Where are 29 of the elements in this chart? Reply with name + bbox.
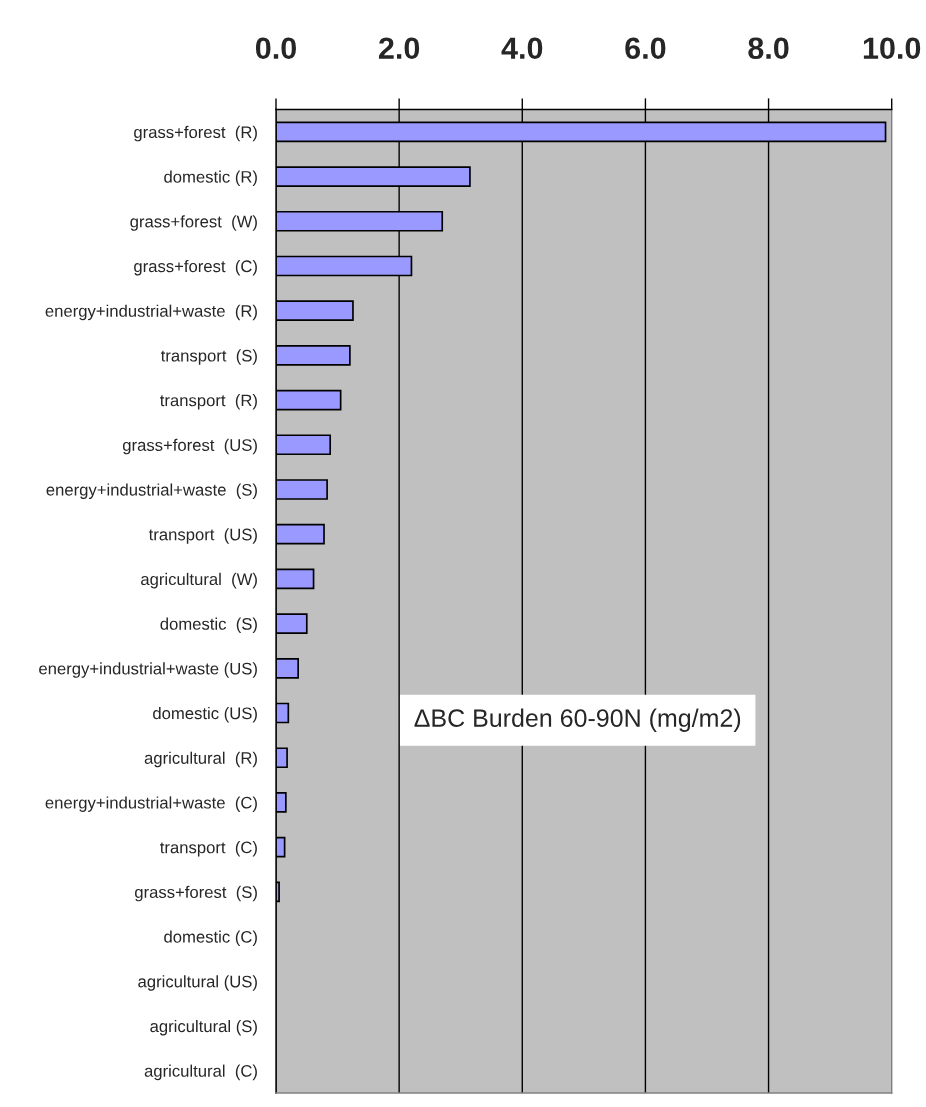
y-tick-label: transport (R) bbox=[160, 394, 257, 410]
y-tick-label: agricultural (W) bbox=[141, 572, 257, 589]
y-tick-label: transport (S) bbox=[160, 349, 257, 365]
y-tick-label: domestic (S) bbox=[160, 617, 257, 634]
y-tick-label: domestic (C) bbox=[164, 930, 257, 947]
y-tick-label: transport (C) bbox=[160, 841, 257, 857]
annotation: ΔBC Burden 60-90N (mg/m2) bbox=[414, 708, 741, 732]
y-tick-label: grass+forest (W) bbox=[130, 215, 257, 231]
y-tick-label: transport (US) bbox=[148, 528, 257, 544]
y-tick-label: domestic (US) bbox=[153, 706, 257, 723]
y-tick-label: agricultural (R) bbox=[144, 751, 257, 768]
x-tick-label: 4.0 bbox=[501, 37, 543, 60]
y-tick-label: energy+industrial+waste (C) bbox=[45, 796, 257, 812]
y-tick-label: domestic (R) bbox=[164, 170, 257, 187]
x-tick-label: 8.0 bbox=[748, 37, 789, 60]
x-tick-label: 6.0 bbox=[625, 37, 666, 60]
y-tick-label: grass+forest (R) bbox=[134, 125, 257, 142]
x-tick-label: 0.0 bbox=[255, 37, 296, 60]
y-tick-label: grass+forest (S) bbox=[135, 885, 257, 902]
x-tick-label: 10.0 bbox=[863, 37, 921, 60]
x-tick-label: 2.0 bbox=[378, 37, 420, 60]
y-tick-label: energy+industrial+waste (S) bbox=[46, 483, 257, 499]
y-tick-label: grass+forest (C) bbox=[134, 259, 257, 276]
y-tick-label: energy+industrial+waste (R) bbox=[45, 304, 257, 321]
y-tick-label: agricultural (US) bbox=[138, 975, 257, 991]
y-tick-label: agricultural (S) bbox=[150, 1019, 257, 1036]
y-tick-label: grass+forest (US) bbox=[122, 438, 257, 455]
y-tick-label: energy+industrial+waste (US) bbox=[39, 662, 257, 678]
y-tick-label: agricultural (C) bbox=[144, 1064, 257, 1081]
